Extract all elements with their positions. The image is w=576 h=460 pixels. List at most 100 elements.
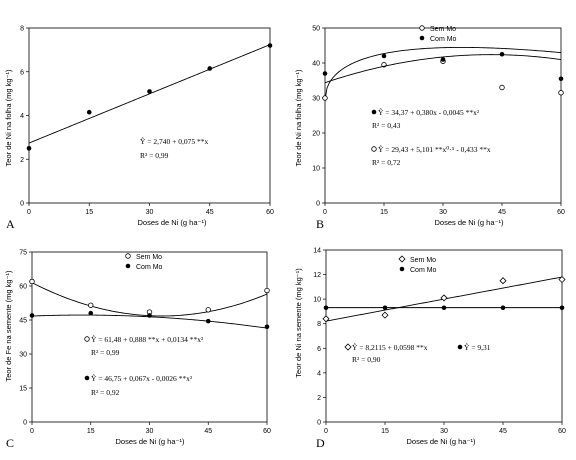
panel-b-ytick-label: 0 xyxy=(316,201,320,208)
panel-b-label: B xyxy=(316,217,324,231)
panel-d-legend-marker-sem-mo xyxy=(398,255,406,263)
panel-b-point-sem-mo xyxy=(322,95,328,101)
panel-c-label: C xyxy=(6,436,14,450)
panel-d-ytick-label: 8 xyxy=(317,321,321,328)
panel-b-point-com-mo xyxy=(322,71,328,76)
panel-c-ylabel: Teor de Fe na semente (mg kg⁻¹) xyxy=(4,270,13,382)
panel-d-plot: 0 15 30 45 60 0 2 4 6 8 10 12 14 xyxy=(313,248,566,436)
panel-c-equation-sem-mo: Ŷ = 61,48 + 0,888 **x + 0,0134 **x² xyxy=(91,334,204,344)
panel-a-point-series xyxy=(207,66,213,71)
panel-b-xtick-label: 60 xyxy=(557,209,565,216)
panel-d-point-com-mo xyxy=(500,305,506,311)
panel-b-equation-sem-mo: Ŷ = 29,43 + 5,101 **x⁰·⁵ - 0,433 **x xyxy=(378,144,491,154)
panel-c-point-sem-mo xyxy=(264,287,270,294)
panel-a-point-series xyxy=(267,43,273,48)
panel-d-point-com-mo xyxy=(382,305,388,311)
panel-d-legend-sem-mo: Sem Mo xyxy=(410,257,436,264)
panel-a-ytick-label: 8 xyxy=(20,26,24,33)
panel-b-point-com-mo xyxy=(499,51,505,57)
panel-b-legend-sem-mo: Sem Mo xyxy=(430,26,456,33)
panel-b-legend-marker-sem-mo xyxy=(419,25,425,31)
panel-b-ytick-label: 10 xyxy=(312,166,320,173)
panel-a-point-series xyxy=(86,109,92,115)
panel-a-xlabel: Doses de Ni (g ha⁻¹) xyxy=(138,218,207,227)
panel-b-point-sem-mo xyxy=(558,90,564,96)
panel-a-xtick-label: 45 xyxy=(206,209,214,216)
panel-d-equation-marker-com-mo xyxy=(457,344,463,350)
panel-c-r2-sem-mo: R² = 0,99 xyxy=(91,348,120,357)
panel-b: 0 15 30 45 60 0 10 20 30 40 50 Doses de Ni (g ha⁻¹… xyxy=(294,25,565,231)
panel-b-fit-line-com-mo xyxy=(324,54,562,84)
panel-a-point-series xyxy=(147,89,152,94)
panel-d-ytick-label: 0 xyxy=(317,420,321,427)
panel-c-ytick-label: 45 xyxy=(19,318,27,325)
panel-c-ytick-label: 75 xyxy=(19,250,27,257)
panel-b-ytick-label: 30 xyxy=(312,96,320,103)
panel-c-point-sem-mo xyxy=(88,302,94,308)
panel-d-xtick-label: 0 xyxy=(324,428,328,435)
panel-d-xtick-label: 45 xyxy=(499,428,507,435)
panel-a-point-series xyxy=(26,146,32,151)
panel-d-ytick-label: 12 xyxy=(313,272,321,279)
panel-c-point-com-mo xyxy=(29,313,35,318)
panel-a-xtick-label: 0 xyxy=(27,209,31,216)
panel-b-xtick-label: 15 xyxy=(380,209,388,216)
panel-d-ytick-label: 4 xyxy=(317,370,321,377)
panel-b-point-com-mo xyxy=(381,53,387,59)
panel-d-point-com-mo xyxy=(559,305,565,311)
panel-d-point-sem-mo xyxy=(440,294,448,302)
panel-b-point-sem-mo xyxy=(499,84,505,91)
panel-d: 0 15 30 45 60 0 2 4 6 8 10 12 14 Doses de Ni (g ha⁻¹… xyxy=(294,248,566,451)
panel-c-legend-marker-com-mo xyxy=(125,263,131,269)
panel-b-ytick-label: 40 xyxy=(312,61,320,68)
panel-b-equation-marker-sem-mo xyxy=(371,146,377,152)
panel-c-ytick-label: 30 xyxy=(19,352,27,359)
panel-d-xtick-label: 15 xyxy=(381,428,389,435)
panel-c-legend-sem-mo: Sem Mo xyxy=(136,254,162,261)
panel-c-plot: 0 15 30 45 60 0 15 30 45 60 75 xyxy=(19,250,271,436)
panel-a-xtick-label: 15 xyxy=(85,209,93,216)
panel-a-frame xyxy=(28,27,271,204)
panel-b-r2-sem-mo: R² = 0,72 xyxy=(372,158,401,167)
panel-d-xlabel: Doses de Ni (g ha⁻¹) xyxy=(407,437,476,446)
panel-c-legend-marker-sem-mo xyxy=(125,253,131,259)
panel-c-point-sem-mo xyxy=(29,278,35,285)
panel-b-ytick-label: 50 xyxy=(312,26,320,33)
panel-b-ytick-label: 20 xyxy=(312,131,320,138)
panel-d-equation-com-mo: Ŷ = 9,31 xyxy=(464,342,491,352)
panel-c-ytick-label: 60 xyxy=(19,284,27,291)
panel-d-xtick-label: 60 xyxy=(558,428,566,435)
panel-d-frame xyxy=(325,249,563,423)
panel-d-point-sem-mo xyxy=(558,275,566,284)
panel-c-r2-com-mo: R² = 0,92 xyxy=(91,388,120,397)
panel-d-equation-marker-sem-mo xyxy=(344,343,352,351)
panel-a-plot: 0 15 30 45 60 0 2 4 6 8 xyxy=(20,26,274,217)
panel-d-equation-sem-mo: Ŷ = 8,2115 + 0,0598 **x xyxy=(352,342,428,352)
panel-a-xtick-label: 30 xyxy=(146,209,154,216)
panel-a-ytick-label: 0 xyxy=(20,201,24,208)
panel-b-equation-marker-com-mo xyxy=(371,109,377,115)
panel-a-ytick-label: 2 xyxy=(20,157,24,164)
panel-b-fit-line-sem-mo xyxy=(324,46,562,101)
panel-a-equation: Ŷ = 2,740 + 0,075 **x xyxy=(140,136,209,146)
panel-b-r2-com-mo: R² = 0,43 xyxy=(372,121,401,130)
panel-a-ytick-label: 6 xyxy=(20,69,24,76)
panel-d-point-com-mo xyxy=(323,305,329,311)
panel-a-r2: R² = 0,99 xyxy=(140,151,169,160)
panel-c-point-com-mo xyxy=(205,318,211,324)
panel-d-point-sem-mo xyxy=(381,311,389,319)
panel-d-ytick-label: 14 xyxy=(313,248,321,255)
panel-d-ytick-label: 2 xyxy=(317,395,321,402)
panel-a-ylabel: Teor de Ni na folha (mg kg⁻¹) xyxy=(4,69,13,166)
panel-c-xtick-label: 30 xyxy=(146,428,154,435)
panel-b-ylabel: Teor de Ni na folha (mg kg⁻¹) xyxy=(294,69,303,166)
panel-b-equation-com-mo: Ŷ = 34,37 + 0,380x - 0,0045 **x² xyxy=(378,107,480,117)
panel-d-xtick-label: 30 xyxy=(440,428,448,435)
panel-c-point-com-mo xyxy=(147,313,152,318)
panel-c-xlabel: Doses de Ni (g ha⁻¹) xyxy=(116,437,185,446)
panel-d-label: D xyxy=(316,436,325,450)
panel-d-point-sem-mo xyxy=(322,315,330,323)
panel-c-equation-marker-sem-mo xyxy=(84,336,90,342)
panel-b-point-com-mo xyxy=(558,76,564,82)
